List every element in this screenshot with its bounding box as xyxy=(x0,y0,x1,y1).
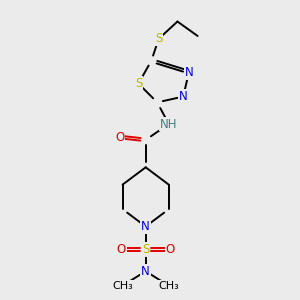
Text: CH₃: CH₃ xyxy=(158,281,179,291)
Text: O: O xyxy=(115,130,124,143)
Text: CH₃: CH₃ xyxy=(112,281,133,291)
Text: N: N xyxy=(179,90,188,103)
Text: N: N xyxy=(141,220,150,233)
Text: O: O xyxy=(166,243,175,256)
Text: S: S xyxy=(155,32,162,45)
Text: O: O xyxy=(116,243,126,256)
Text: N: N xyxy=(141,265,150,278)
Text: S: S xyxy=(142,243,149,256)
Text: S: S xyxy=(135,77,142,90)
Text: NH: NH xyxy=(160,118,178,130)
Text: N: N xyxy=(184,66,193,79)
